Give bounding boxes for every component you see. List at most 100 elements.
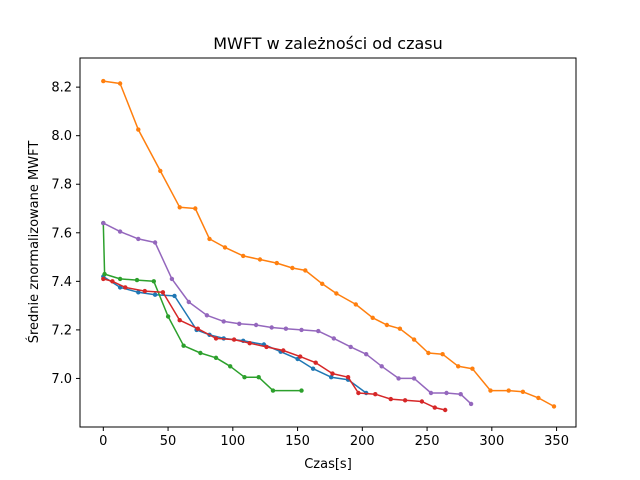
- series-4-point: [298, 354, 303, 359]
- series-5-point: [169, 276, 175, 282]
- plot-frame: [79, 57, 577, 428]
- x-tick-label: 300: [479, 434, 504, 449]
- y-axis-label: Średnie znormalizowane MWFT: [26, 141, 42, 344]
- x-tick-label: 150: [285, 434, 310, 449]
- series-5: [101, 220, 474, 407]
- series-2-point: [101, 78, 106, 84]
- series-3-point: [117, 276, 123, 282]
- series-2-point: [536, 395, 541, 401]
- series-5-point: [269, 325, 274, 330]
- series-2-point: [397, 326, 403, 331]
- series-1-point: [152, 292, 158, 297]
- series-4-point: [177, 318, 182, 323]
- y-tick-label: 8.2: [51, 81, 72, 96]
- series-2-point: [117, 81, 123, 86]
- series-3-point: [213, 355, 219, 360]
- series-3-point: [256, 375, 261, 380]
- series-4-point: [402, 398, 408, 403]
- series-2-point: [290, 265, 295, 271]
- series-2-point: [370, 315, 375, 320]
- series-4-point: [231, 337, 237, 342]
- series-4-point: [195, 326, 200, 331]
- y-tick-label: 7.4: [51, 275, 72, 290]
- y-tick-label: 7.0: [51, 372, 72, 387]
- series-2-point: [136, 127, 141, 132]
- series-4-point: [160, 290, 166, 295]
- series-4-point: [388, 396, 393, 402]
- series-1-point: [172, 293, 177, 299]
- series-5-point: [186, 299, 191, 305]
- series-4-point: [313, 360, 318, 365]
- series-5-point: [221, 319, 226, 324]
- series-2-point: [411, 337, 417, 342]
- series-5-point: [458, 392, 463, 397]
- series-4-point: [123, 285, 128, 290]
- x-tick-label: 50: [160, 434, 177, 449]
- series-3-point: [299, 388, 304, 393]
- series-3-point: [151, 279, 156, 284]
- series-4-point: [419, 399, 425, 404]
- series-2: [101, 78, 557, 409]
- series-3-point: [198, 350, 203, 356]
- series-2-point: [384, 322, 390, 328]
- series-3-point: [242, 375, 247, 380]
- series-4-point: [101, 276, 106, 282]
- series-4-point: [264, 344, 269, 350]
- series-1-point: [329, 375, 334, 380]
- series-4-point: [432, 405, 437, 410]
- series-2-point: [193, 206, 198, 211]
- y-tick-label: 7.8: [51, 178, 72, 193]
- series-5-point: [428, 390, 434, 396]
- series-2-point: [158, 168, 163, 174]
- series-5-point: [316, 328, 321, 334]
- x-tick-label: 350: [544, 434, 569, 449]
- series-4-point: [247, 341, 252, 346]
- series-5-line: [102, 222, 472, 405]
- series-3-point: [165, 314, 171, 319]
- series-4-point: [281, 348, 286, 353]
- series-2-point: [257, 257, 263, 262]
- series-4: [101, 276, 448, 413]
- series-2-point: [470, 366, 475, 371]
- chart-title: MWFT w zależności od czasu: [213, 34, 443, 53]
- series-3-point: [270, 388, 276, 393]
- series-2-point: [353, 302, 358, 307]
- series-2-point: [426, 350, 431, 356]
- series-2-point: [520, 389, 526, 394]
- series-5-point: [411, 376, 417, 381]
- series-3-point: [102, 271, 107, 277]
- series-3-point: [134, 277, 140, 283]
- y-tick-label: 8.0: [51, 129, 72, 144]
- series-2-point: [241, 253, 246, 259]
- series-2-point: [334, 291, 339, 296]
- series-1-point: [117, 285, 123, 290]
- series-2-point: [506, 388, 511, 393]
- series-5-point: [468, 401, 474, 407]
- series-5-point: [396, 376, 401, 381]
- series-5-point: [444, 390, 449, 396]
- x-tick-label: 100: [220, 434, 245, 449]
- series-4-point: [110, 279, 115, 284]
- series-5-point: [299, 327, 304, 333]
- series-3-point: [228, 364, 233, 369]
- series-2-point: [177, 205, 182, 210]
- series-1-point: [310, 366, 316, 371]
- series-3-point: [181, 343, 186, 348]
- series-2-point: [440, 352, 445, 357]
- series-4-point: [373, 392, 378, 397]
- series-5-point: [136, 236, 141, 242]
- series-3: [101, 220, 304, 393]
- series-2-point: [320, 281, 325, 286]
- series-5-point: [364, 352, 369, 357]
- series-2-point: [274, 260, 279, 266]
- series-5-point: [101, 220, 106, 226]
- x-tick-label: 250: [415, 434, 440, 449]
- series-2-point: [303, 268, 308, 273]
- y-axis: 7.0 7.2 7.4 7.6 7.8 8.0 8.2: [51, 81, 80, 387]
- series-2-point: [456, 364, 461, 369]
- series-5-point: [331, 336, 336, 341]
- series-5-point: [204, 313, 210, 318]
- x-axis: 0 50 100 150 200 250 300 350: [99, 427, 569, 449]
